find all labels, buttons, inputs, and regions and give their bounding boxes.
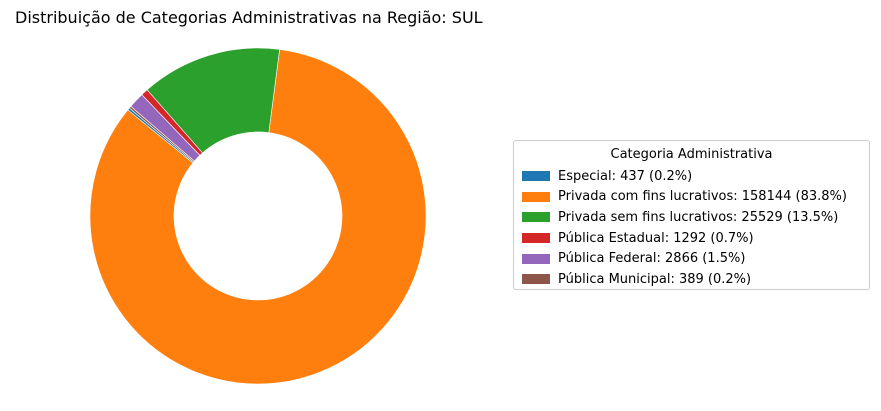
legend-swatch-4 [522, 253, 550, 264]
legend: Categoria Administrativa Especial: 437 (… [513, 140, 870, 290]
legend-label-0: Especial: 437 (0.2%) [558, 168, 693, 184]
legend-swatch-3 [522, 233, 550, 244]
legend-label-5: Pública Municipal: 389 (0.2%) [558, 271, 752, 287]
donut-slice-5 [128, 105, 195, 163]
legend-entries: Especial: 437 (0.2%) Privada com fins luc… [522, 166, 869, 290]
legend-entry-3: Pública Estadual: 1292 (0.7%) [522, 228, 869, 249]
legend-label-4: Pública Federal: 2866 (1.5%) [558, 251, 746, 267]
legend-label-3: Pública Estadual: 1292 (0.7%) [558, 230, 754, 246]
legend-swatch-5 [522, 274, 550, 285]
legend-swatch-2 [522, 212, 550, 223]
legend-label-1: Privada com fins lucrativos: 158144 (83.… [558, 189, 847, 205]
legend-swatch-1 [522, 191, 550, 202]
chart-title: Distribuição de Categorias Administrativ… [15, 8, 483, 27]
legend-swatch-0 [522, 171, 550, 182]
legend-entry-1: Privada com fins lucrativos: 158144 (83.… [522, 187, 869, 208]
legend-entry-2: Privada sem fins lucrativos: 25529 (13.5… [522, 207, 869, 228]
donut-slice-1 [89, 49, 427, 385]
legend-entry-0: Especial: 437 (0.2%) [522, 166, 869, 187]
donut-slices [89, 47, 427, 385]
legend-label-2: Privada sem fins lucrativos: 25529 (13.5… [558, 209, 839, 225]
legend-entry-5: Pública Municipal: 389 (0.2%) [522, 269, 869, 290]
legend-title: Categoria Administrativa [610, 147, 773, 162]
legend-entry-4: Pública Federal: 2866 (1.5%) [522, 248, 869, 269]
